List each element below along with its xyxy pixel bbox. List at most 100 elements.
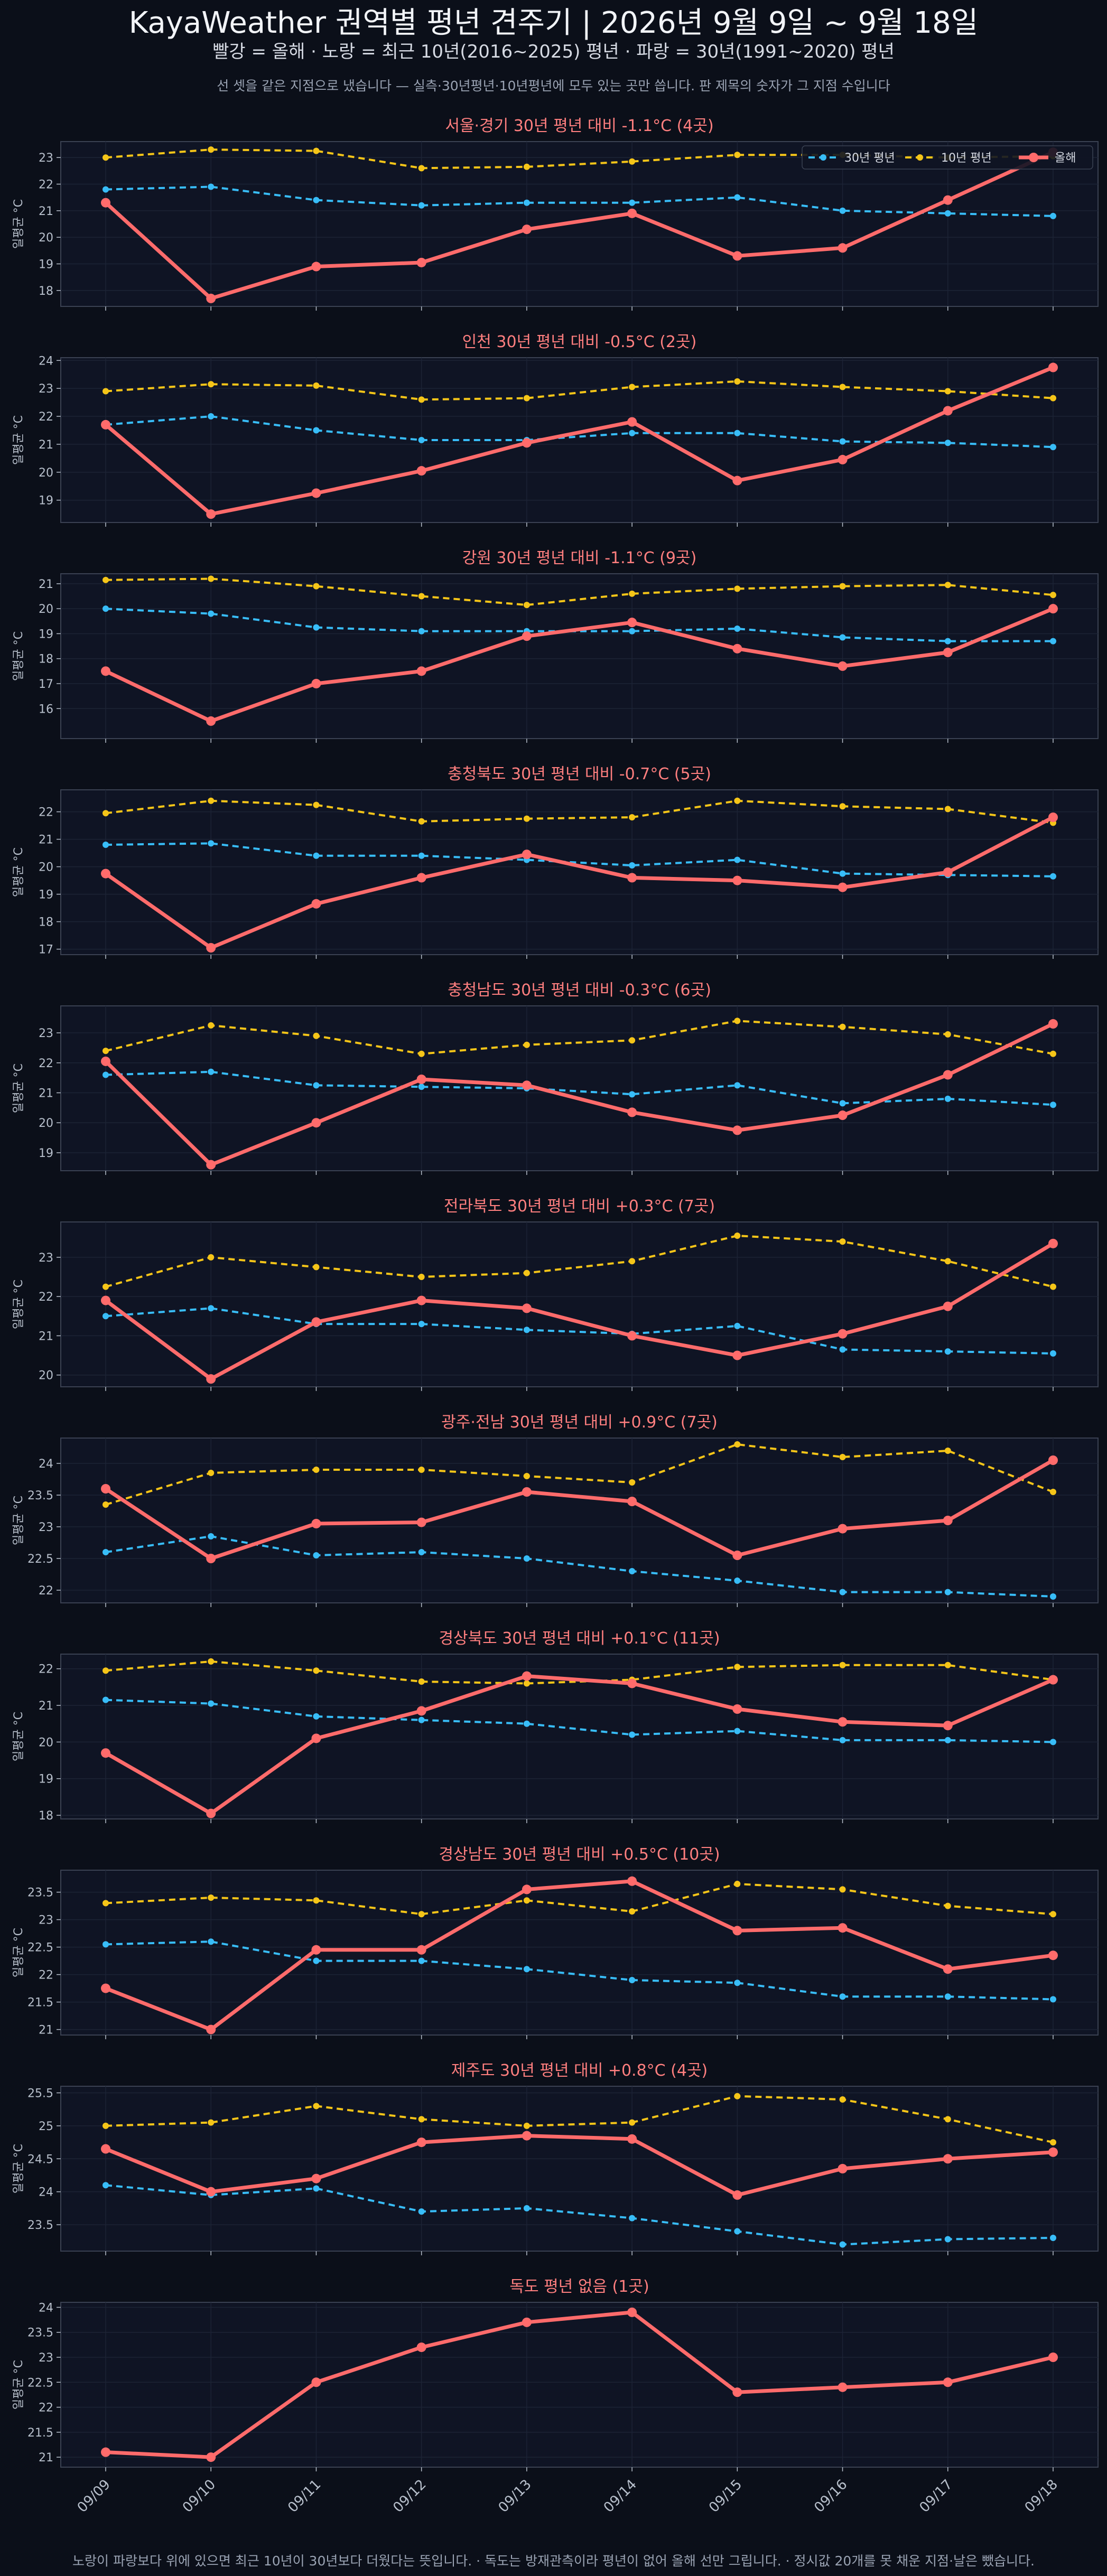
panel-9-ytick-label-1: 24 <box>39 2186 53 2199</box>
panel-10-series-this-year-point-4 <box>522 2317 532 2327</box>
panel-8-ylabel: 일평균 °C <box>12 1928 25 1977</box>
panel-9-ytick-label-3: 25 <box>39 2120 53 2133</box>
panel-7-ytick-label-1: 19 <box>39 1773 53 1786</box>
panel-0-series-30y-point-1 <box>208 183 215 190</box>
panel-4-series-this-year-line <box>104 1022 1054 1167</box>
panel-9-series-10y-point-5 <box>629 2119 636 2126</box>
panel-8-series-10y-point-3 <box>418 1911 425 1918</box>
panel-8-series-30y-point-0 <box>103 1941 109 1948</box>
panel-2-series-10y-point-8 <box>944 582 951 589</box>
panel-10-series-this-year-point-9 <box>1048 2353 1058 2362</box>
panel-9-series-10y-point-9 <box>1050 2139 1056 2146</box>
panel-8-series-30y-point-4 <box>523 1966 530 1973</box>
chart-footer-note: 노랑이 파랑보다 위에 있으면 최근 10년이 30년보다 더웠다는 뜻입니다.… <box>72 2553 1035 2569</box>
panel-3-series-10y-point-1 <box>208 797 215 804</box>
panel-5-ytick-label-1: 21 <box>39 1330 53 1343</box>
panel-1-series-this-year-point-7 <box>838 455 848 465</box>
panel-2-ytick-label-1: 17 <box>39 678 53 691</box>
panel-3-ytick-label-1: 18 <box>39 916 53 929</box>
panel-0-series-this-year-point-0 <box>101 198 110 208</box>
panel-0-series-this-year-point-5 <box>627 208 637 218</box>
panel-8-series-10y-point-9 <box>1050 1911 1056 1918</box>
panel-6-ytick-label-4: 24 <box>39 1458 53 1471</box>
panel-2-series-10y-point-4 <box>523 602 530 609</box>
panel-8-series-this-year-point-0 <box>101 1983 110 1993</box>
panel-5-series-30y-line <box>105 1307 1054 1355</box>
panel-4-series-10y-point-7 <box>839 1023 846 1030</box>
panel-5-series-10y-point-8 <box>944 1258 951 1265</box>
panel-0-ylabel: 일평균 °C <box>12 199 25 249</box>
panel-5-series-10y-point-9 <box>1050 1283 1056 1290</box>
panel-3-series-this-year-point-9 <box>1048 813 1058 822</box>
panel-3-series-30y-point-7 <box>839 870 846 877</box>
panel-0-series-10y-point-2 <box>313 147 320 154</box>
panel-1-frame <box>60 357 1099 523</box>
panel-7-series-this-year-point-5 <box>627 1678 637 1688</box>
panel-3-ytick-label-2: 19 <box>39 889 53 902</box>
panel-3-series-30y-point-2 <box>313 852 320 859</box>
panel-8-ytick-label-0: 21 <box>39 2024 53 2037</box>
panel-10-ylabel: 일평균 °C <box>12 2360 25 2410</box>
panel-4-series-30y-point-1 <box>208 1068 215 1075</box>
panel-0-series-30y-point-8 <box>944 210 951 217</box>
panel-9-series-this-year-point-8 <box>943 2154 953 2164</box>
x-tick-label-6: 09/15 <box>706 2477 745 2516</box>
panel-2-series-this-year-line <box>105 606 1054 723</box>
panel-4-ytick-label-2: 21 <box>39 1087 53 1100</box>
panel-6-ytick-label-1: 22.5 <box>27 1553 53 1566</box>
panel-9-series-10y-point-4 <box>523 2122 530 2129</box>
panel-6-series-30y-point-4 <box>523 1555 530 1562</box>
panel-9-series-this-year-point-0 <box>101 2144 110 2154</box>
panel-6-series-10y-point-2 <box>313 1467 320 1473</box>
panel-8-frame <box>60 1870 1099 2036</box>
panel-0-series-this-year-point-2 <box>311 262 321 272</box>
panel-6-series-30y-point-9 <box>1050 1593 1056 1600</box>
panel-10-ytick-label-6: 24 <box>39 2301 53 2314</box>
panel-7-series-30y-point-1 <box>208 1700 215 1707</box>
panel-2-series-30y-point-7 <box>839 634 846 641</box>
panel-2-series-30y-point-2 <box>313 624 320 631</box>
panel-2-ytick-label-3: 19 <box>39 628 53 641</box>
panel-4-series-this-year-point-6 <box>732 1125 742 1135</box>
panel-1-series-10y-point-7 <box>839 384 846 390</box>
panel-3-series-10y-point-7 <box>839 803 846 810</box>
x-tick-label-9: 09/18 <box>1022 2477 1061 2516</box>
panel-7-series-30y-point-5 <box>629 1731 636 1738</box>
panel-4-series-10y-point-8 <box>944 1031 951 1038</box>
panel-6-series-10y-line <box>105 1443 1054 1506</box>
panel-1-series-30y-point-9 <box>1050 444 1056 451</box>
panel-8-series-this-year-line <box>105 1879 1054 2032</box>
panel-0-series-10y-point-3 <box>418 165 425 172</box>
panel-6-title: 광주·전남 30년 평년 대비 +0.9°C (7곳) <box>441 1413 718 1432</box>
panel-10-title: 독도 평년 없음 (1곳) <box>509 2278 649 2296</box>
panel-0-series-this-year-point-8 <box>943 195 953 205</box>
panel-4-series-this-year-point-8 <box>943 1070 953 1080</box>
panel-5-series-30y-point-6 <box>734 1322 741 1329</box>
panel-1-series-30y-point-6 <box>734 430 741 436</box>
panel-3-title: 충청북도 30년 평년 대비 -0.7°C (5곳) <box>448 765 711 783</box>
panel-9-series-30y-point-4 <box>523 2205 530 2211</box>
panel-3-ytick-label-3: 20 <box>39 861 53 874</box>
panel-9-ylabel: 일평균 °C <box>12 2144 25 2194</box>
panel-2-series-30y-point-5 <box>629 628 636 634</box>
panel-9-series-30y-point-2 <box>313 2185 320 2192</box>
panel-7-series-this-year-line <box>105 1674 1054 1816</box>
panel-3-ytick-label-0: 17 <box>39 944 53 957</box>
panel-0-series-this-year-line <box>104 150 1054 301</box>
panel-5-series-10y-line <box>105 1235 1054 1288</box>
panel-8-series-30y-point-6 <box>734 1980 741 1986</box>
panel-7-ytick-label-4: 22 <box>39 1663 53 1676</box>
panel-10-ytick-label-5: 23.5 <box>27 2327 53 2340</box>
panel-9-series-10y-point-3 <box>418 2116 425 2123</box>
panel-7-series-this-year-point-3 <box>416 1706 426 1716</box>
panel-5-series-this-year-point-7 <box>838 1329 848 1339</box>
panel-6-series-this-year-point-4 <box>522 1487 532 1497</box>
panel-4-series-this-year-point-5 <box>627 1107 637 1117</box>
panel-1-series-this-year-point-5 <box>627 417 637 427</box>
panel-3-series-this-year-point-3 <box>416 873 426 883</box>
panel-8-series-this-year-point-6 <box>732 1926 742 1936</box>
panel-1-series-30y-point-2 <box>313 427 320 434</box>
panel-8-series-10y-point-8 <box>944 1902 951 1909</box>
panel-10-ytick-label-4: 23 <box>39 2351 53 2365</box>
legend-10y-marker <box>917 154 923 161</box>
